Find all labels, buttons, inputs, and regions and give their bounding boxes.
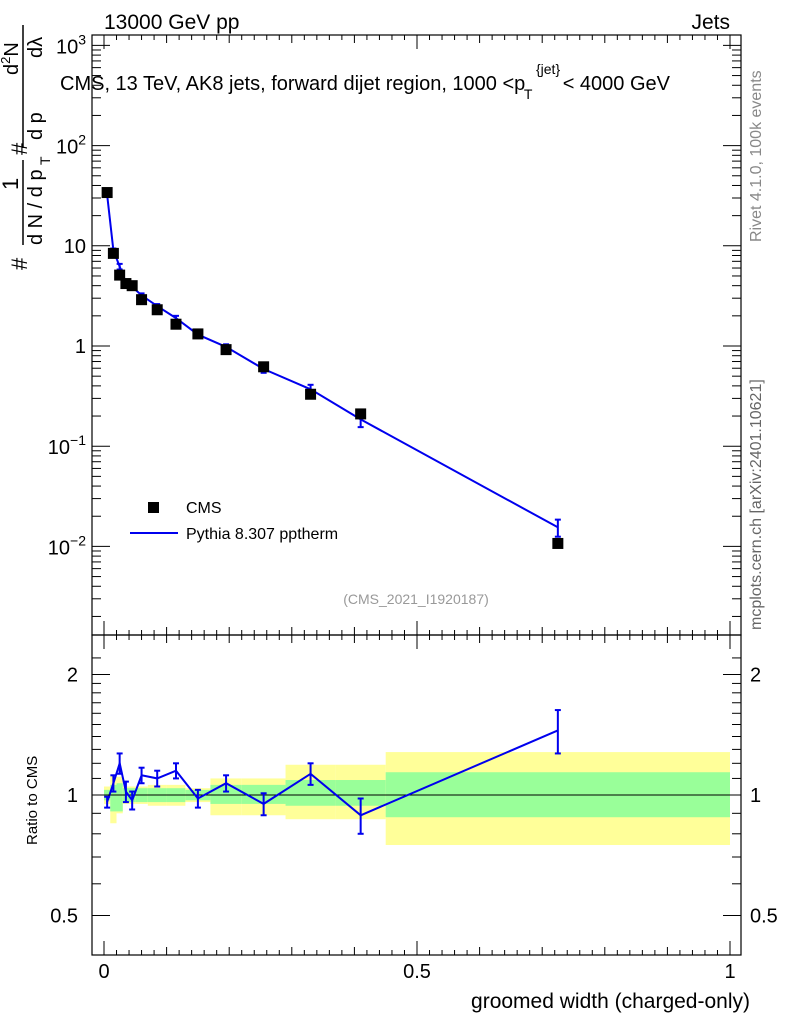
plot-title-sup: {jet}	[536, 61, 560, 77]
data-point-cms	[170, 318, 182, 330]
y-tick-label-base: 10	[56, 36, 78, 58]
y-tick-label-ratio-right: 0.5	[750, 906, 778, 928]
y-tick-label-ratio-left: 1	[67, 785, 78, 807]
y-label-hash-2: #	[7, 142, 32, 155]
y-tick-label-exp: 2	[78, 132, 86, 148]
header-right: Jets	[691, 11, 730, 34]
y-label-d2-n: N	[1, 42, 23, 56]
data-point-cms	[107, 247, 119, 259]
plot-title-post: < 4000 GeV	[563, 73, 671, 95]
y-label-one: 1	[0, 178, 23, 190]
data-point-cms	[258, 361, 270, 373]
y-label-lambda: dλ	[25, 37, 47, 58]
mc-line	[106, 194, 559, 529]
y-tick-label-main: 10	[64, 236, 86, 258]
legend-label-pythia: Pythia 8.307 pptherm	[186, 526, 338, 543]
main-frame	[91, 34, 742, 636]
band-inner-bin	[210, 784, 242, 804]
ratio-plot-area	[92, 709, 741, 835]
data-point-cms	[355, 408, 367, 420]
y-axis-label-main: # 1 d N / d p T # d2N d p dλ	[0, 25, 53, 270]
plot-title: CMS, 13 TeV, AK8 jets, forward dijet reg…	[60, 57, 671, 104]
legend-marker-cms	[148, 502, 159, 513]
x-axis-label: groomed width (charged-only)	[471, 990, 750, 1013]
y-tick-label-main: 1	[75, 336, 86, 358]
series	[101, 187, 564, 549]
y-tick-label-exp: −1	[70, 432, 86, 448]
y-tick-label-main: 103	[56, 31, 86, 58]
band-inner-bin	[116, 783, 123, 812]
x-tick-label: 1	[724, 961, 735, 983]
y-tick-label-ratio-left: 2	[67, 665, 78, 687]
y-label-t-sub: T	[37, 156, 53, 165]
data-point-cms	[220, 344, 232, 356]
y-tick-label-base: 10	[48, 537, 70, 559]
y-tick-label-ratio-right: 2	[750, 665, 761, 687]
mcplots-source-label: mcplots.cern.ch [arXiv:2401.10621]	[748, 379, 765, 630]
analysis-id: (CMS_2021_I1920187)	[343, 591, 489, 607]
plot-title-pre: CMS, 13 TeV, AK8 jets, forward dijet reg…	[60, 73, 525, 95]
data-point-cms	[101, 187, 113, 199]
y-label-dn-dpt: d N / d p	[25, 169, 47, 245]
y-tick-label-main: 102	[56, 132, 86, 159]
header-left: 13000 GeV pp	[104, 11, 239, 34]
y-label-d2-d: d	[1, 64, 23, 75]
y-tick-label-ratio-left: 0.5	[50, 906, 78, 928]
data-point-cms	[192, 328, 204, 340]
data-point-cms	[120, 278, 132, 290]
rivet-version-label: Rivet 4.1.0, 100k events	[748, 70, 765, 242]
y-tick-label-ratio-right: 1	[750, 785, 761, 807]
data-point-cms	[151, 304, 163, 316]
data-point-cms	[552, 537, 564, 549]
data-point-cms	[114, 269, 126, 281]
x-tick-label: 0.5	[403, 961, 431, 983]
data-point-cms	[126, 280, 138, 292]
y-tick-label-main: 10−1	[48, 432, 86, 459]
y-tick-label-exp: 3	[78, 31, 86, 47]
y-tick-label-exp: −2	[70, 532, 86, 548]
y-tick-label-base: 10	[48, 437, 70, 459]
data-point-cms	[136, 294, 148, 306]
y-tick-label-main: 10−2	[48, 532, 86, 559]
y-label-dpt-dl: d p	[25, 112, 47, 140]
y-label-d2: d2N	[0, 42, 23, 75]
y-tick-label-base: 10	[56, 137, 78, 159]
legend: CMS Pythia 8.307 pptherm	[130, 500, 338, 543]
y-label-d2-sup: 2	[0, 57, 13, 64]
y-label-hash-1: #	[7, 257, 32, 270]
ratio-mc-line	[106, 729, 559, 817]
legend-label-cms: CMS	[186, 500, 222, 517]
y-axis-label-ratio: Ratio to CMS	[24, 756, 41, 845]
x-tick-label: 0	[98, 961, 109, 983]
data-point-cms	[305, 388, 317, 400]
band-inner-bin	[110, 784, 117, 812]
plot-title-sub: T	[524, 86, 533, 102]
